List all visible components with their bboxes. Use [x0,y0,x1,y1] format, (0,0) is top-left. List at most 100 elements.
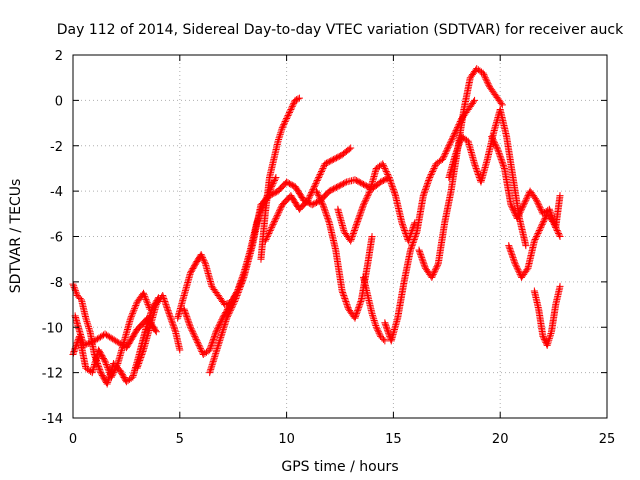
data-point-marker [482,75,490,83]
data-point-marker [211,331,219,339]
data-point-marker [552,223,560,231]
data-point-marker [269,220,277,228]
series-arc-17 [505,210,564,281]
data-point-marker [163,304,171,312]
data-point-marker [546,333,554,341]
data-point-marker [95,363,103,371]
data-point-marker [473,167,481,175]
data-point-marker [440,152,448,160]
data-point-marker [129,308,137,316]
data-point-marker [159,293,167,301]
data-point-marker [341,296,349,304]
data-point-marker [434,261,442,269]
data-point-marker [359,180,367,188]
data-point-marker [409,240,417,248]
data-point-marker [508,252,516,260]
data-point-marker [552,225,560,233]
data-point-marker [70,282,78,290]
series-arc-13 [381,96,479,345]
data-point-marker [364,192,372,200]
data-point-marker [231,291,239,299]
data-point-marker [359,201,367,209]
data-point-marker [182,310,190,318]
data-point-marker [379,161,387,169]
data-point-marker [382,323,390,331]
data-point-marker [327,157,335,165]
data-point-marker [483,77,491,85]
data-point-marker [207,341,215,349]
data-point-marker [400,223,408,231]
data-point-marker [216,320,224,328]
y-tick-label: -6 [50,231,63,246]
data-point-marker [197,346,205,354]
data-point-marker [186,269,194,277]
data-point-marker [313,178,321,186]
data-point-marker [200,257,208,265]
data-point-marker [308,201,316,209]
data-point-marker [320,204,328,212]
data-point-marker [219,314,227,322]
data-point-marker [283,178,291,186]
data-point-marker [94,361,102,369]
data-point-marker [288,181,296,189]
data-point-marker [540,217,548,225]
data-point-marker [272,174,280,182]
data-point-marker [215,340,223,348]
chart-title: Day 112 of 2014, Sidereal Day-to-day VTE… [57,22,624,38]
data-point-marker [490,137,498,145]
data-point-marker [423,181,431,189]
data-point-marker [409,239,417,247]
data-point-marker [71,285,79,293]
data-point-marker [319,164,327,172]
data-point-marker [489,136,497,144]
data-point-marker [213,346,221,354]
data-point-marker [182,311,190,319]
data-point-marker [190,331,198,339]
data-point-marker [338,180,346,188]
data-point-marker [285,180,293,188]
data-point-marker [411,234,419,242]
data-point-marker [317,198,325,206]
data-point-marker [312,180,320,188]
x-tick-label: 5 [176,432,184,447]
data-point-marker [498,157,506,165]
data-point-marker [166,313,174,321]
data-point-marker [270,217,278,225]
data-point-marker [509,254,517,262]
data-point-marker [375,329,383,337]
data-point-marker [335,152,343,160]
data-point-marker [137,354,145,361]
data-point-marker [412,229,420,237]
data-point-marker [210,356,218,364]
data-point-marker [509,205,517,213]
data-point-marker [388,183,396,191]
data-point-marker [211,351,219,359]
data-point-marker [183,313,191,321]
data-point-marker [389,184,397,192]
data-point-marker [429,167,437,175]
data-point-marker [488,133,496,141]
data-point-marker [118,369,126,377]
data-point-marker [424,178,432,186]
data-point-marker [498,101,506,109]
data-point-marker [431,266,439,274]
data-point-marker [86,326,94,334]
data-point-marker [225,303,233,311]
data-point-marker [386,175,394,183]
data-point-marker [429,272,437,280]
series-arc-7 [180,278,246,358]
data-point-marker [484,80,492,88]
data-point-marker [214,325,222,333]
data-point-marker [362,195,370,203]
data-point-marker [120,373,128,381]
data-point-marker [212,328,220,336]
data-point-marker [84,323,92,331]
data-point-marker [539,332,547,340]
data-point-marker [221,301,229,309]
data-point-marker [271,216,279,224]
data-point-marker [417,252,425,260]
data-point-marker [188,266,196,274]
data-point-marker [353,219,361,227]
data-point-marker [420,189,428,197]
data-point-marker [555,229,563,237]
